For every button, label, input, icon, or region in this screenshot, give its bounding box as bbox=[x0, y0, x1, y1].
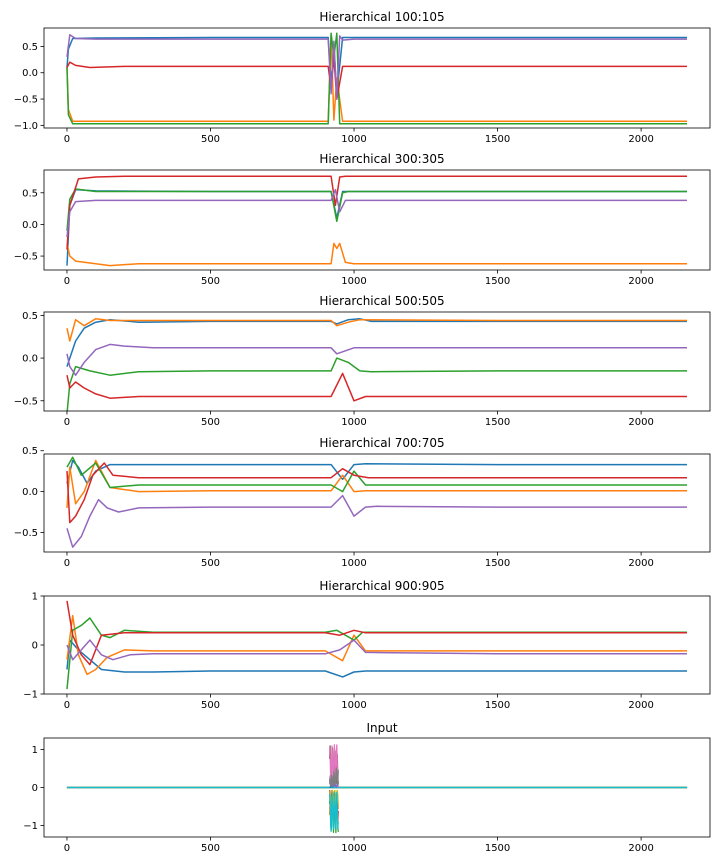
panel-1-series-5-line bbox=[66, 34, 687, 100]
panel-1-xtick-label: 0 bbox=[64, 134, 70, 145]
panel-2-xtick-label: 500 bbox=[201, 276, 220, 287]
panel-5-xtick-label: 1500 bbox=[485, 700, 510, 711]
panel-5-ytick-label: 0 bbox=[32, 641, 38, 652]
panel-6-burst-10 bbox=[329, 791, 339, 832]
panel-3-series-5-line bbox=[66, 343, 687, 376]
panel-4-ytick-label: 0.0 bbox=[22, 487, 38, 498]
panel-1-ytick-label: 0.5 bbox=[22, 42, 38, 53]
panel-3-ytick-label: 0.0 bbox=[22, 354, 38, 365]
panel-1: Hierarchical 100:105 0 500 1000 1500 2000 −1.… bbox=[14, 10, 711, 145]
panel-3-series-2-line bbox=[66, 318, 687, 342]
panel-1-ytick-label: −1.0 bbox=[14, 121, 38, 132]
panel-5-xtick-label: 2000 bbox=[628, 700, 653, 711]
panel-4-xtick-label: 0 bbox=[64, 558, 70, 569]
panel-2-ytick-label: 0.0 bbox=[22, 220, 38, 231]
panel-4-axes-frame bbox=[43, 453, 711, 553]
panel-2-series-3-line bbox=[66, 188, 687, 231]
panel-6-ytick-label: 1 bbox=[32, 745, 38, 756]
panel-4-xtick-label: 1000 bbox=[341, 558, 366, 569]
panel-1-xtick-label: 2000 bbox=[628, 134, 653, 145]
panel-3-xtick-label: 1000 bbox=[341, 417, 366, 428]
panel-1-axes-frame bbox=[43, 27, 711, 129]
panel-3-xtick-label: 2000 bbox=[628, 417, 653, 428]
panel-5-series-1-line bbox=[66, 639, 687, 678]
panel-1-series-2-line bbox=[66, 35, 687, 122]
panel-1-series-3-line bbox=[66, 32, 687, 125]
panel-1-title: Hierarchical 100:105 bbox=[319, 10, 444, 24]
panel-4-series-5-line bbox=[66, 494, 687, 548]
panel-5-series-2-line bbox=[66, 614, 687, 676]
panel-4-title: Hierarchical 700:705 bbox=[319, 436, 444, 450]
panel-4: Hierarchical 700:705 0 500 1000 1500 2000 −0.… bbox=[14, 436, 711, 569]
panel-2-axes-frame bbox=[43, 169, 711, 271]
panel-6-xtick-label: 500 bbox=[201, 843, 220, 854]
panel-3: Hierarchical 500:505 0 500 1000 1500 2000 −0.… bbox=[14, 294, 711, 428]
panel-6-xtick-label: 2000 bbox=[628, 843, 653, 854]
panel-3-series-1-line bbox=[66, 318, 687, 367]
panel-3-series-4-line bbox=[66, 372, 687, 402]
panel-3-ytick-label: −0.5 bbox=[14, 396, 38, 407]
panel-5: Hierarchical 900:905 0 500 1000 1500 2000 −1 0… bbox=[23, 579, 711, 711]
panel-5-ytick-label: −1 bbox=[23, 690, 38, 701]
panel-6-xtick-label: 1000 bbox=[341, 843, 366, 854]
panel-4-series-4-line bbox=[66, 462, 687, 524]
panel-3-xtick-label: 0 bbox=[64, 417, 70, 428]
panel-2-ytick-label: 0.5 bbox=[22, 188, 38, 199]
panel-5-ytick-label: 1 bbox=[32, 592, 38, 603]
panel-2-xtick-label: 0 bbox=[64, 276, 70, 287]
panel-2-xtick-label: 1000 bbox=[341, 276, 366, 287]
panel-2-ytick-label: −0.5 bbox=[14, 252, 38, 263]
panel-3-series-3-line bbox=[66, 357, 687, 411]
panel-5-series-5-line bbox=[66, 639, 687, 661]
panel-4-series-1-line bbox=[66, 459, 687, 485]
panel-6-burst-8 bbox=[329, 767, 339, 787]
panel-4-xtick-label: 1500 bbox=[485, 558, 510, 569]
panel-1-xtick-label: 1000 bbox=[341, 134, 366, 145]
panel-3-axes-frame bbox=[43, 311, 711, 412]
panel-2-xtick-label: 2000 bbox=[628, 276, 653, 287]
panel-4-xtick-label: 2000 bbox=[628, 558, 653, 569]
panel-4-series-3-line bbox=[66, 456, 687, 493]
panel-4-series-2-line bbox=[66, 459, 687, 508]
panel-3-title: Hierarchical 500:505 bbox=[319, 294, 444, 308]
panel-5-series-4-line bbox=[66, 600, 687, 666]
panel-1-ytick-label: −0.5 bbox=[14, 95, 38, 106]
panel-6-xtick-label: 0 bbox=[64, 843, 70, 854]
panel-6-ytick-label: −1 bbox=[23, 821, 38, 832]
panel-3-xtick-label: 500 bbox=[201, 417, 220, 428]
panel-2: Hierarchical 300:305 0 500 1000 1500 2000 −0.… bbox=[14, 152, 711, 287]
panel-6: Input 0 500 1000 1500 2000 −1 0 1 bbox=[23, 721, 711, 854]
panel-6-title: Input bbox=[366, 721, 397, 735]
panel-5-xtick-label: 500 bbox=[201, 700, 220, 711]
panel-2-series-5-line bbox=[66, 188, 687, 238]
panel-4-ytick-label: 0.5 bbox=[22, 446, 38, 457]
panel-5-title: Hierarchical 900:905 bbox=[319, 579, 444, 593]
panel-5-xtick-label: 1000 bbox=[341, 700, 366, 711]
panel-4-xtick-label: 500 bbox=[201, 558, 220, 569]
panel-2-series-4-line bbox=[66, 175, 687, 250]
panel-5-axes-frame bbox=[43, 595, 711, 695]
panel-1-ytick-label: 0.0 bbox=[22, 68, 38, 79]
panel-1-xtick-label: 500 bbox=[201, 134, 220, 145]
panel-6-ytick-label: 0 bbox=[32, 783, 38, 794]
panel-2-title: Hierarchical 300:305 bbox=[319, 152, 444, 166]
panel-2-xtick-label: 1500 bbox=[485, 276, 510, 287]
panel-4-ytick-label: −0.5 bbox=[14, 528, 38, 539]
panel-2-series-2-line bbox=[66, 242, 687, 267]
panel-5-xtick-label: 0 bbox=[64, 700, 70, 711]
panel-1-xtick-label: 1500 bbox=[485, 134, 510, 145]
panel-3-ytick-label: 0.5 bbox=[22, 311, 38, 322]
panel-6-xtick-label: 1500 bbox=[485, 843, 510, 854]
panel-3-xtick-label: 1500 bbox=[485, 417, 510, 428]
panel-1-series-4-line bbox=[66, 56, 687, 100]
